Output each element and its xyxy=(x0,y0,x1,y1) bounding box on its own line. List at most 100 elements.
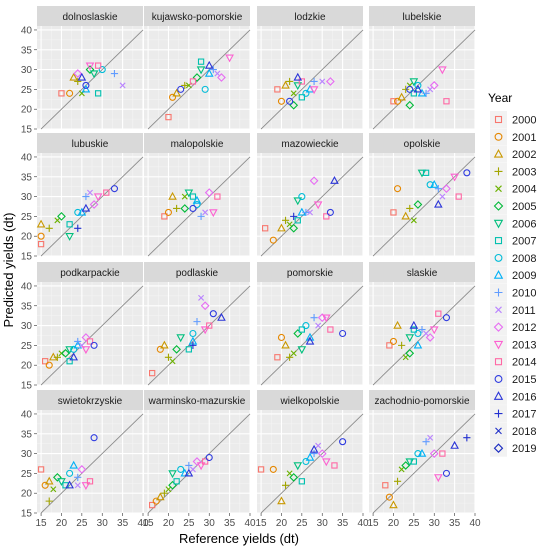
data-point xyxy=(37,240,45,248)
facet-strip-label: lubuskie xyxy=(72,139,109,150)
data-point xyxy=(152,497,160,505)
legend-entry: 2013 xyxy=(490,335,536,353)
data-point xyxy=(37,466,45,473)
legend-entry: 2018 xyxy=(490,422,536,440)
legend-symbol xyxy=(495,427,502,435)
data-point xyxy=(89,200,99,209)
data-point xyxy=(310,77,318,86)
legend-entries: 2000 2001 2002 2003 2004 2005 2006 2007 2008 2009… xyxy=(490,111,536,457)
legend-entry: 2009 xyxy=(490,266,536,284)
panel-background xyxy=(369,410,475,513)
legend-label: 2002 xyxy=(512,149,536,161)
x-tick-label: 30 xyxy=(97,518,109,529)
data-point xyxy=(189,193,197,200)
data-point xyxy=(95,62,102,69)
legend-entry: 2006 xyxy=(490,214,536,232)
legend-label: 2011 xyxy=(512,305,536,317)
y-tick-label: 20 xyxy=(21,232,33,243)
facet-panel: dolnoslaskie 15 20 25 30 35 40 xyxy=(21,6,144,136)
reference-line xyxy=(372,156,476,257)
facet-strip-label: slaskie xyxy=(407,268,438,279)
data-point xyxy=(65,346,74,355)
data-point xyxy=(298,193,306,201)
data-point xyxy=(110,69,119,78)
data-point xyxy=(413,200,423,209)
data-point xyxy=(289,472,299,482)
panel-background xyxy=(144,153,250,256)
data-point xyxy=(402,354,409,361)
legend-key xyxy=(490,111,507,128)
data-point xyxy=(204,188,214,197)
legend-key xyxy=(490,128,507,146)
legend-label: 2010 xyxy=(512,288,536,300)
data-point xyxy=(302,89,310,97)
data-point xyxy=(433,199,443,208)
data-point xyxy=(330,175,339,184)
data-point xyxy=(81,333,91,342)
legend-entry: 2010 xyxy=(490,284,536,301)
data-point xyxy=(201,85,209,93)
legend-symbol xyxy=(494,288,503,297)
data-point xyxy=(185,461,193,470)
data-point xyxy=(410,90,417,97)
data-point xyxy=(289,223,299,233)
data-point xyxy=(425,333,435,342)
data-point xyxy=(326,208,334,216)
facet-strip xyxy=(369,390,475,410)
data-point xyxy=(286,353,294,361)
data-point xyxy=(382,482,389,489)
data-point xyxy=(423,330,430,337)
data-point xyxy=(302,457,310,466)
data-point xyxy=(286,470,293,477)
data-point xyxy=(77,72,87,81)
data-point xyxy=(85,62,95,71)
y-tick-label: 25 xyxy=(21,212,33,223)
facet-strip-label: podkarpackie xyxy=(60,268,120,279)
data-point xyxy=(455,193,462,200)
data-point xyxy=(281,216,290,224)
data-point xyxy=(398,341,406,349)
data-point xyxy=(214,193,221,200)
data-point xyxy=(54,217,61,224)
legend-symbol xyxy=(494,358,503,366)
data-point xyxy=(181,193,188,200)
facet-strip xyxy=(369,133,475,153)
panel-background xyxy=(257,153,363,256)
reference-line xyxy=(260,413,364,514)
data-point xyxy=(61,348,70,358)
legend-entry: 2007 xyxy=(490,232,536,250)
data-point xyxy=(217,73,226,82)
data-point xyxy=(77,465,87,474)
y-tick-label: 15 xyxy=(21,125,33,136)
legend-symbol xyxy=(494,253,503,262)
facet-strip-label: malopolskie xyxy=(171,139,224,150)
data-point xyxy=(65,233,74,241)
facet-panel: podkarpackie 15 20 25 30 35 40 xyxy=(21,262,144,392)
y-tick-label: 25 xyxy=(21,341,33,352)
data-point xyxy=(286,77,294,86)
data-point xyxy=(53,472,62,482)
data-point xyxy=(202,209,209,216)
data-point xyxy=(418,325,426,334)
legend-symbol xyxy=(494,132,503,141)
legend-key xyxy=(490,353,507,371)
data-point xyxy=(205,453,213,462)
data-point xyxy=(413,84,423,93)
data-point xyxy=(214,70,221,77)
legend-label: 2019 xyxy=(512,443,536,455)
x-tick-label: 35 xyxy=(224,518,236,529)
facet-strip xyxy=(37,133,143,153)
reference-line xyxy=(260,29,364,130)
panel-background xyxy=(37,410,143,513)
data-point xyxy=(406,85,414,93)
data-point xyxy=(41,481,49,489)
data-point xyxy=(434,185,442,193)
data-point xyxy=(429,179,439,188)
data-point xyxy=(401,211,411,220)
data-point xyxy=(90,434,98,442)
data-point xyxy=(53,353,61,361)
x-tick-label: 20 xyxy=(388,518,400,529)
data-point xyxy=(405,100,415,110)
data-point xyxy=(225,54,234,63)
legend-label: 2000 xyxy=(512,115,536,127)
